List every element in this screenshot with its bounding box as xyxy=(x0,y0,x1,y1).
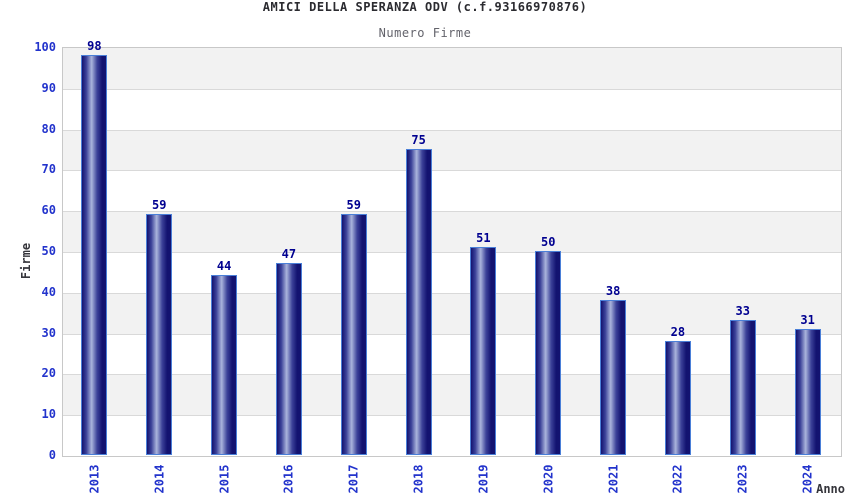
grid-band xyxy=(63,333,841,375)
grid-band xyxy=(63,211,841,252)
chart-title: AMICI DELLA SPERANZA ODV (c.f.9316697087… xyxy=(262,0,588,14)
bar-value-label: 31 xyxy=(800,312,815,327)
bar xyxy=(729,320,756,455)
y-tick-label: 30 xyxy=(41,325,56,340)
bar-value-label: 28 xyxy=(670,324,686,339)
bar xyxy=(664,340,691,455)
grid-band xyxy=(63,88,841,130)
bar xyxy=(405,149,432,455)
chart-subtitle: Numero Firme xyxy=(378,26,472,40)
grid-band xyxy=(63,252,841,293)
grid-band xyxy=(63,170,841,212)
y-tick-label: 40 xyxy=(41,284,56,299)
x-tick-label: 2015 xyxy=(217,464,232,494)
bar xyxy=(275,263,302,455)
plot-area xyxy=(62,47,842,457)
y-tick-label: 90 xyxy=(41,80,56,95)
bar xyxy=(211,275,238,455)
y-tick-label: 10 xyxy=(41,407,56,422)
x-tick-label: 2013 xyxy=(87,464,102,494)
x-tick-label: 2019 xyxy=(476,464,491,494)
grid-band xyxy=(63,374,841,416)
y-tick-label: 60 xyxy=(41,203,56,218)
bar xyxy=(340,214,367,455)
grid-band xyxy=(63,48,841,89)
bar xyxy=(600,299,627,455)
gridline xyxy=(63,129,841,131)
bar xyxy=(146,214,173,455)
grid-band xyxy=(63,129,841,171)
y-tick-label: 20 xyxy=(41,366,56,381)
gridline xyxy=(63,88,841,90)
grid-band xyxy=(63,292,841,334)
bar-value-label: 59 xyxy=(346,198,361,213)
x-tick-label: 2022 xyxy=(670,464,685,494)
grid-band xyxy=(63,415,841,456)
x-tick-label: 2016 xyxy=(281,464,296,494)
bar xyxy=(535,251,562,455)
bar-value-label: 98 xyxy=(87,39,102,54)
x-tick-label: 2018 xyxy=(411,464,426,494)
gridline xyxy=(63,292,841,294)
y-axis-title: Firme xyxy=(19,242,33,280)
x-axis-title: Anno xyxy=(816,482,845,496)
gridline xyxy=(63,170,841,172)
bar-value-label: 33 xyxy=(735,304,750,319)
gridline xyxy=(63,211,841,213)
bar-value-label: 50 xyxy=(541,235,556,249)
gridline xyxy=(63,252,841,253)
gridline xyxy=(63,374,841,376)
bar-value-label: 47 xyxy=(281,247,297,262)
y-tick-label: 100 xyxy=(34,40,56,54)
y-tick-label: 0 xyxy=(48,448,56,462)
bar xyxy=(794,328,821,455)
y-tick-label: 80 xyxy=(41,121,56,136)
bar-value-label: 44 xyxy=(216,259,232,274)
bar-value-label: 75 xyxy=(411,133,426,147)
x-tick-label: 2020 xyxy=(541,464,556,494)
x-tick-label: 2021 xyxy=(606,464,621,494)
x-tick-label: 2017 xyxy=(346,464,361,494)
y-tick-label: 70 xyxy=(41,162,56,177)
bar xyxy=(470,246,497,455)
bar xyxy=(81,55,108,455)
x-tick-label: 2014 xyxy=(152,464,167,494)
gridline xyxy=(63,333,841,335)
bar-value-label: 51 xyxy=(476,230,491,245)
bar-value-label: 38 xyxy=(605,283,621,298)
x-tick-label: 2023 xyxy=(735,464,750,494)
gridline xyxy=(63,415,841,417)
y-tick-label: 50 xyxy=(41,244,56,258)
bar-value-label: 59 xyxy=(152,198,167,213)
